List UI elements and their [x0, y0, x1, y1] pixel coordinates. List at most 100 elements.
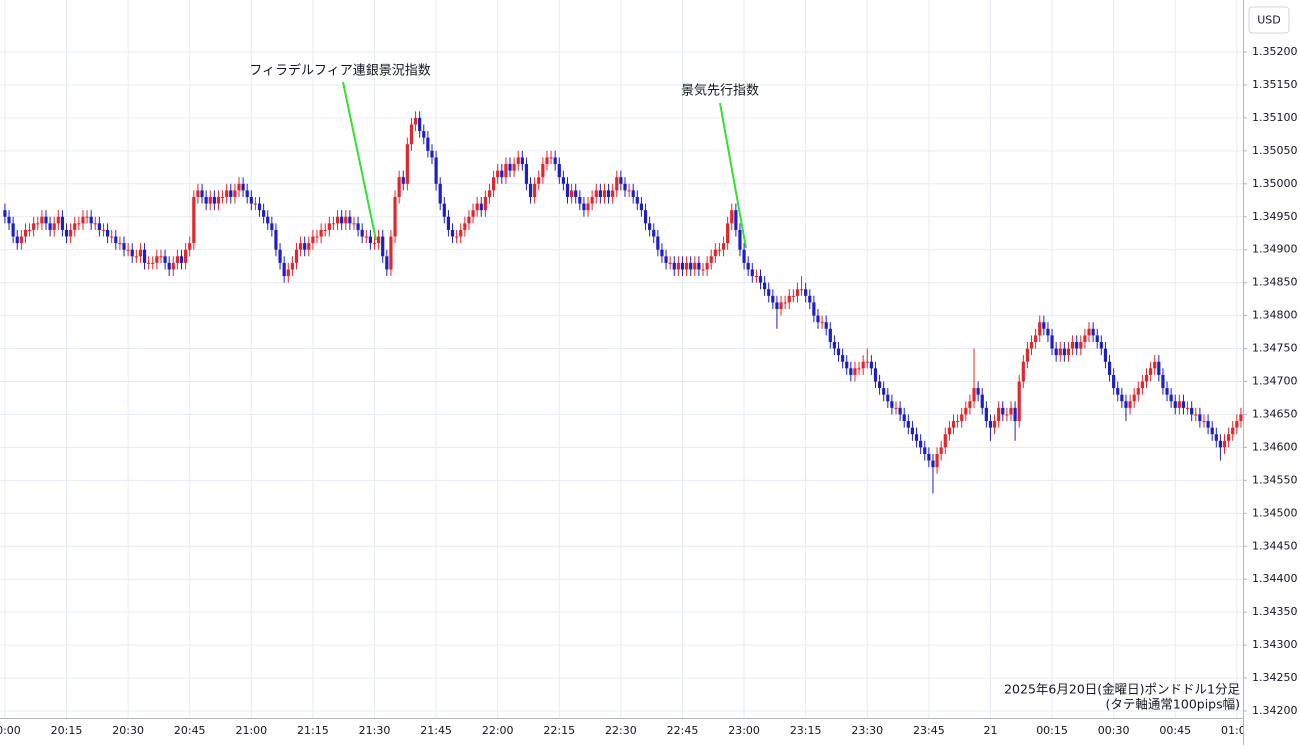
- candle-body: [105, 229, 110, 237]
- candle-body: [23, 229, 28, 237]
- candle-body: [869, 361, 873, 369]
- candle-body: [1222, 440, 1227, 448]
- candle-body: [750, 269, 754, 277]
- candle-body: [381, 236, 385, 257]
- candle-body: [528, 183, 533, 197]
- x-tick-label: 22:30: [605, 724, 637, 737]
- candle-body: [672, 262, 676, 270]
- candle-body: [97, 223, 101, 230]
- candle-body: [1009, 407, 1013, 415]
- candle-body: [303, 243, 307, 250]
- x-tick-label: 20:00: [0, 724, 21, 737]
- y-tick-label: 1.34850: [1252, 276, 1298, 289]
- x-tick-label: 21:00: [235, 724, 267, 737]
- candle-body: [188, 243, 192, 250]
- candle-body: [804, 289, 808, 296]
- candle-body: [167, 262, 171, 270]
- candle-body: [845, 361, 849, 369]
- candle-body: [1034, 335, 1038, 342]
- y-tick-label: 1.34600: [1252, 440, 1298, 453]
- candle-body: [257, 203, 262, 211]
- x-tick-label: 20:45: [174, 724, 206, 737]
- candle-body: [298, 243, 303, 250]
- candle-body: [311, 236, 315, 244]
- candle-body: [512, 164, 516, 171]
- candle-body: [602, 190, 607, 197]
- candle-body: [1116, 388, 1120, 395]
- candle-body: [344, 216, 348, 224]
- candle-body: [40, 216, 44, 224]
- candle-body: [590, 196, 594, 204]
- candle-body: [401, 177, 405, 184]
- candle-body: [1161, 374, 1165, 389]
- candle-body: [853, 368, 857, 375]
- candle-body: [1112, 374, 1116, 389]
- candle-body: [85, 216, 89, 218]
- x-tick-label: 00:30: [1098, 724, 1130, 737]
- candle-body: [902, 414, 906, 422]
- candle-body: [405, 144, 409, 184]
- x-tick-label: 22:15: [543, 724, 575, 737]
- candle-body: [639, 203, 644, 211]
- candle-body: [56, 216, 60, 224]
- candle-body: [684, 262, 689, 270]
- candle-body: [890, 401, 894, 408]
- candle-body: [836, 348, 841, 356]
- candle-body: [126, 249, 130, 251]
- candle-body: [689, 262, 693, 270]
- y-tick-label: 1.34450: [1252, 539, 1298, 552]
- y-tick-label: 1.35150: [1252, 78, 1298, 91]
- candle-body: [541, 164, 545, 178]
- candle-body: [635, 196, 639, 204]
- candle-body: [471, 210, 475, 217]
- candle-body: [455, 236, 459, 238]
- x-tick-label: 23:15: [790, 724, 822, 737]
- annotation-line: [342, 81, 377, 241]
- currency-button[interactable]: [1248, 6, 1290, 34]
- candle-body: [73, 223, 77, 230]
- candle-body: [984, 407, 988, 422]
- y-tick-label: 1.34550: [1252, 473, 1298, 486]
- candle-body: [1087, 328, 1091, 336]
- candle-body: [1001, 407, 1005, 415]
- candle-body: [1066, 348, 1071, 356]
- y-tick-label: 1.34950: [1252, 210, 1298, 223]
- candle-body: [27, 229, 32, 231]
- candle-body: [919, 440, 923, 448]
- candle-body: [980, 394, 984, 408]
- candle-body: [865, 361, 869, 363]
- candle-body: [1198, 414, 1202, 422]
- candle-body: [393, 196, 397, 237]
- candle-body: [545, 157, 549, 165]
- candle-body: [1165, 388, 1169, 395]
- candle-body: [1075, 341, 1079, 349]
- candle-body: [943, 434, 947, 448]
- candle-body: [1029, 341, 1034, 349]
- candle-body: [446, 216, 451, 230]
- candle-body: [377, 236, 381, 244]
- candle-body: [1173, 401, 1177, 408]
- candle-body: [229, 190, 233, 197]
- candle-body: [582, 203, 586, 211]
- x-tick-label: 00:45: [1159, 724, 1191, 737]
- candle-body: [48, 223, 52, 230]
- candle-body: [882, 388, 886, 395]
- candle-body: [200, 190, 204, 197]
- candle-body: [253, 203, 258, 205]
- candle-body: [147, 262, 151, 264]
- candle-body: [611, 190, 615, 197]
- candle-body: [779, 302, 783, 310]
- candle-body: [163, 256, 167, 263]
- candle-body: [594, 190, 598, 197]
- candle-body: [278, 249, 282, 263]
- candle-body: [319, 229, 323, 237]
- candle-body: [274, 229, 278, 250]
- currency-label: USD: [1257, 14, 1281, 27]
- candle-body: [7, 216, 11, 224]
- candle-body: [175, 256, 179, 263]
- candle-body: [93, 223, 97, 225]
- candle-body: [812, 302, 816, 316]
- candle-body: [307, 243, 311, 250]
- price-axis-panel: [1243, 0, 1300, 745]
